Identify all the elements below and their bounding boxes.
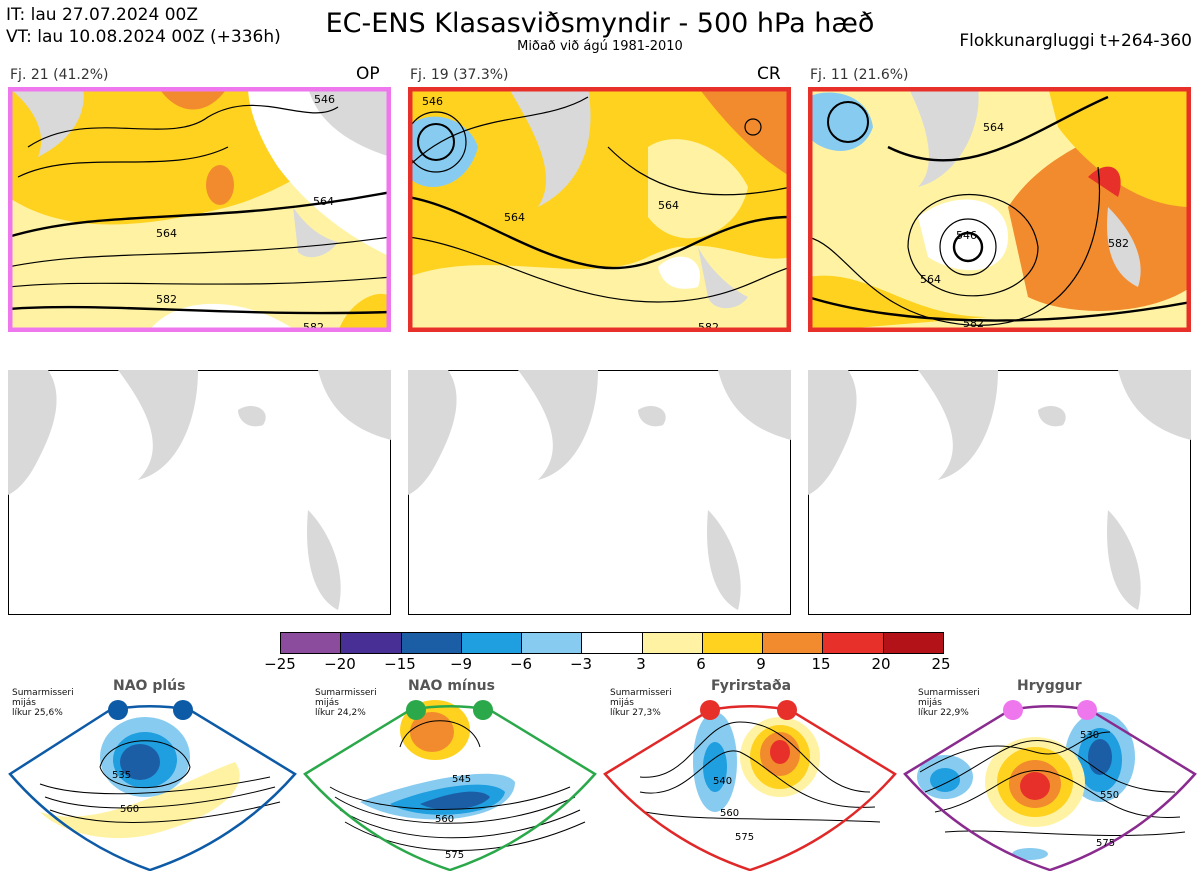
colorbar-tick: 6 (696, 655, 706, 673)
init-time: IT: lau 27.07.2024 00Z (6, 5, 198, 25)
colorbar-swatch (461, 633, 523, 653)
empty-map-3 (808, 370, 1191, 615)
header-left: IT: lau 27.07.2024 00Z VT: lau 10.08.202… (6, 4, 281, 48)
regime-note: Sumarmisseri mijás líkur 25,6% (12, 688, 74, 718)
contour-label: 582 (1108, 237, 1129, 250)
contour-label: 564 (156, 227, 177, 240)
cluster-map-2: 564 564 582 546 (408, 87, 791, 332)
contour-label: 546 (422, 95, 443, 108)
colorbar (280, 632, 944, 654)
colorbar-swatch (702, 633, 764, 653)
colorbar-swatch (522, 633, 583, 653)
contour-label: 564 (983, 121, 1004, 134)
regime-ridge: Sumarmisseri mijás líkur 22,9% Hryggur 5… (900, 678, 1200, 871)
contour-label: 546 (314, 93, 335, 106)
regime-title: Hryggur (1017, 678, 1082, 694)
cluster-border (808, 87, 1191, 332)
colorbar-tick: 20 (871, 655, 891, 673)
regime-note: Sumarmisseri mijás líkur 24,2% (315, 688, 377, 718)
empty-map-1 (8, 370, 391, 615)
colorbar-tick: −6 (509, 655, 533, 673)
contour-label: 582 (698, 321, 719, 332)
cluster-border (408, 87, 791, 332)
contour-label: 560 (720, 808, 739, 819)
contour-label: 564 (920, 273, 941, 286)
panel-2-tag: CR (757, 64, 781, 84)
contour-label: 560 (120, 804, 139, 815)
regime-title: NAO mínus (408, 678, 495, 694)
colorbar-swatch (763, 633, 824, 653)
contour-label: 530 (1080, 730, 1099, 741)
colorbar-swatch (642, 633, 703, 653)
regime-blocking: Sumarmisseri mijás líkur 27,3% Fyrirstað… (600, 678, 900, 871)
panel-1-label: Fj. 21 (41.2%) (10, 67, 109, 83)
page-subtitle: Miðað við ágú 1981-2010 (517, 39, 683, 54)
colorbar-tick: −9 (449, 655, 473, 673)
colorbar-tick: 15 (811, 655, 831, 673)
regime-title: NAO plús (113, 678, 186, 694)
contour-label: 575 (445, 850, 464, 861)
colorbar-tick: −15 (384, 655, 416, 673)
colorbar-swatch (883, 633, 943, 653)
regime-nao-minus: Sumarmisseri mijás líkur 24,2% NAO mínus… (300, 678, 600, 871)
empty-map-2 (408, 370, 791, 615)
colorbar-tick: −3 (569, 655, 593, 673)
regime-map: 540 560 575 (603, 700, 897, 871)
regime-note: Sumarmisseri mijás líkur 27,3% (610, 688, 672, 718)
panel-1-tag: OP (356, 64, 380, 84)
regime-map: 530 550 575 (903, 700, 1197, 871)
cluster-border (8, 87, 391, 332)
colorbar-tick: −25 (264, 655, 296, 673)
colorbar-swatch (341, 633, 402, 653)
cluster-map-1: 564 564 582 582 546 (8, 87, 391, 332)
colorbar-tick: −20 (324, 655, 356, 673)
contour-label: 535 (112, 770, 131, 781)
contour-label: 550 (1100, 790, 1119, 801)
regime-map: 535 560 (8, 700, 297, 871)
colorbar-tick: 3 (636, 655, 646, 673)
contour-label: 582 (303, 321, 324, 332)
classification-window: Flokkunargluggi t+264-360 (959, 31, 1192, 51)
regime-map: 545 560 575 (303, 700, 597, 871)
contour-label: 564 (313, 195, 334, 208)
valid-time: VT: lau 10.08.2024 00Z (+336h) (6, 27, 281, 47)
colorbar-swatch (281, 633, 342, 653)
panel-3-label: Fj. 11 (21.6%) (810, 67, 909, 83)
contour-label: 545 (452, 774, 471, 785)
colorbar-tick: 9 (756, 655, 766, 673)
contour-label: 582 (963, 317, 984, 330)
regime-note: Sumarmisseri mijás líkur 22,9% (918, 688, 980, 718)
page-title: EC-ENS Klasasviðsmyndir - 500 hPa hæð (325, 8, 875, 39)
contour-label: 564 (504, 211, 525, 224)
contour-label: 546 (956, 229, 977, 242)
colorbar-swatch (401, 633, 462, 653)
regime-nao-plus: Sumarmisseri mijás líkur 25,6% NAO plús … (0, 678, 300, 871)
contour-label: 560 (435, 814, 454, 825)
contour-label: 564 (658, 199, 679, 212)
contour-label: 540 (713, 776, 732, 787)
regime-title: Fyrirstaða (711, 678, 792, 694)
contour-label: 575 (735, 832, 754, 843)
contour-label: 575 (1096, 838, 1115, 849)
colorbar-swatch (823, 633, 884, 653)
colorbar-swatch (582, 633, 643, 653)
panel-2-label: Fj. 19 (37.3%) (410, 67, 509, 83)
contour-label: 582 (156, 293, 177, 306)
colorbar-tick: 25 (931, 655, 951, 673)
cluster-map-3: 564 546 564 582 582 (808, 87, 1191, 332)
